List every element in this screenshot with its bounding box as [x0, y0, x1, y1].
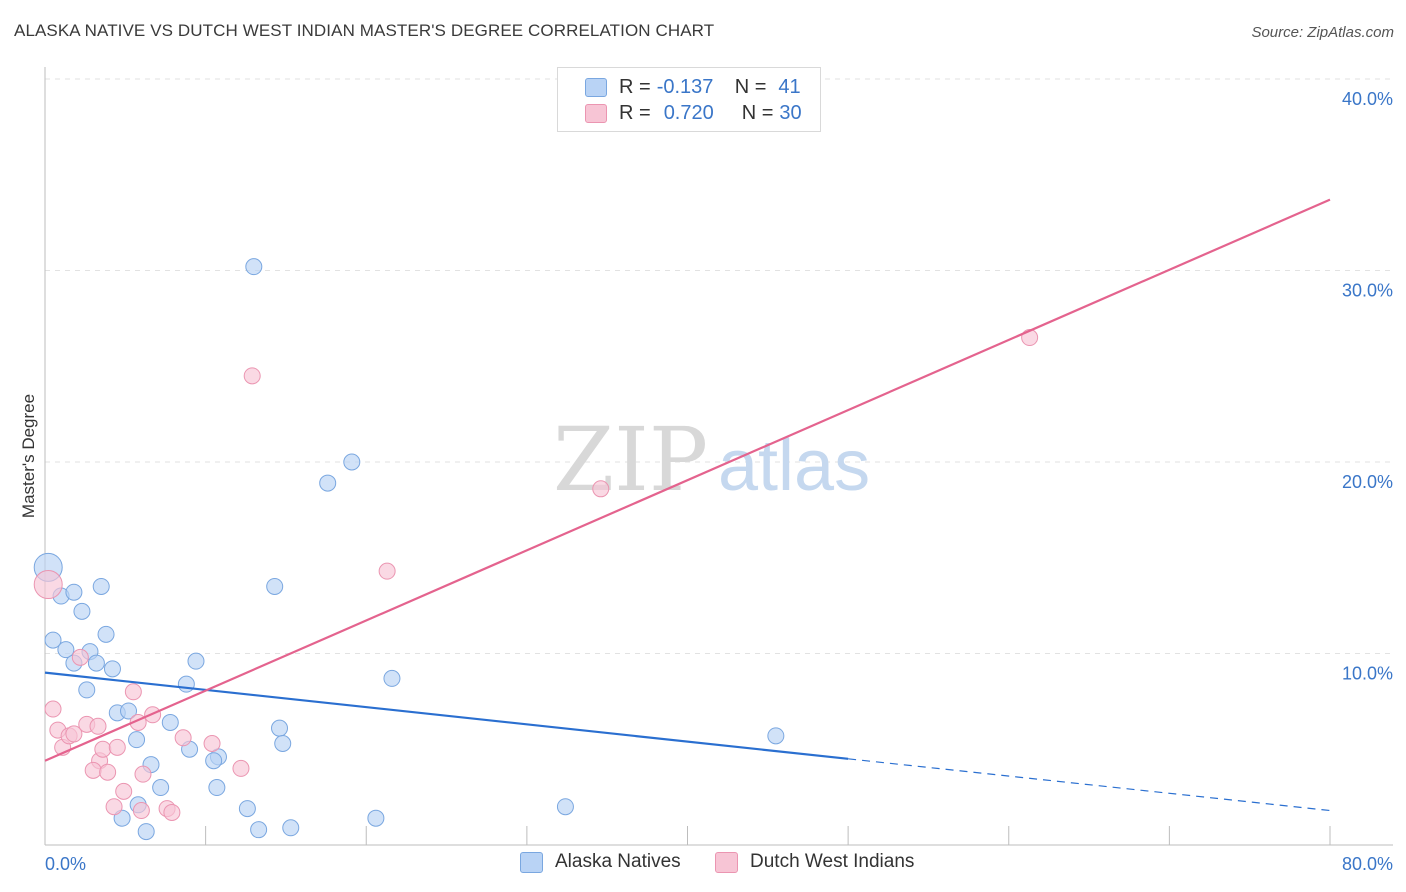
dutch-west-indians-point — [65, 725, 83, 743]
dutch-west-indians-point — [243, 367, 261, 385]
alaska-natives-point — [73, 602, 91, 620]
alaska-natives-point — [266, 577, 284, 595]
alaska-natives-point — [128, 731, 146, 749]
alaska-natives-point — [367, 809, 385, 827]
alaska-natives-point — [78, 681, 96, 699]
legend-n-label: N = — [734, 75, 767, 98]
alaska-natives-point — [250, 821, 268, 839]
legend-r-value: -0.137 — [656, 75, 714, 98]
dutch-west-indians-point — [124, 683, 142, 701]
x-tick-label: 80.0% — [1342, 854, 1393, 874]
alaska-natives-point — [383, 669, 401, 687]
bottom-legend-swatch-blue — [520, 851, 543, 873]
dutch-west-indians-point — [378, 562, 396, 580]
bottom-legend-swatch-pink — [715, 851, 738, 873]
dutch-west-indians-point — [99, 763, 117, 781]
alaska-natives-point — [87, 654, 105, 672]
legend-r-value: 0.720 — [663, 101, 714, 124]
dutch-west-indians-point — [174, 729, 192, 747]
labels-layer: 10.0% 20.0% 30.0% 40.0% 0.0% 80.0% Master's De… — [19, 89, 1393, 874]
dutch-west-indians-point — [71, 648, 89, 666]
dutch-west-indians-point — [108, 738, 126, 756]
bottom-legend-label: Alaska Natives — [555, 851, 681, 872]
legend-n-label: N = — [741, 101, 774, 124]
source-label: Source: ZipAtlas.com — [1251, 24, 1394, 41]
alaska-natives-point — [238, 800, 256, 818]
alaska-natives-point — [177, 675, 195, 693]
legend-r-label: R = — [619, 101, 651, 124]
dutch-west-indians-trendline — [44, 198, 1331, 762]
alaska-natives-point — [113, 809, 131, 827]
alaska-natives-point — [187, 652, 205, 670]
dutch-west-indians-point — [163, 803, 181, 821]
alaska-natives-trendline-extension — [848, 758, 1331, 812]
bottom-legend-dutch-west-indians: Dutch West Indians — [715, 851, 914, 873]
legend-swatch-pink — [585, 103, 607, 123]
trend-layer — [44, 198, 1331, 812]
stats-legend-box: R = -0.137 N = 41 R = 0.720 N = 30 — [557, 67, 821, 132]
alaska-natives-point — [205, 752, 223, 770]
alaska-natives-point — [97, 625, 115, 643]
alaska-natives-point — [161, 713, 179, 731]
dutch-west-indians-point — [203, 735, 221, 753]
alaska-natives-point — [57, 641, 75, 659]
x-tick-label: 0.0% — [45, 854, 86, 874]
legend-n-value: 41 — [778, 75, 801, 98]
dutch-west-indians-point — [94, 740, 112, 758]
alaska-natives-point — [208, 779, 226, 797]
dutch-west-indians-point — [134, 765, 152, 783]
dutch-west-indians-point — [115, 782, 133, 800]
alaska-natives-point — [319, 474, 337, 492]
watermark: ZIP atlas — [553, 408, 870, 511]
watermark-atlas: atlas — [718, 426, 870, 506]
alaska-natives-point — [137, 823, 155, 841]
alaska-natives-point — [92, 577, 110, 595]
y-axis-label: Master's Degree — [19, 394, 38, 518]
chart-title: ALASKA NATIVE VS DUTCH WEST INDIAN MASTE… — [14, 21, 715, 40]
legend-n-value: 30 — [779, 101, 802, 124]
alaska-natives-trendline — [44, 671, 849, 760]
y-tick-label: 40.0% — [1342, 89, 1393, 109]
watermark-zip: ZIP — [553, 408, 708, 511]
dutch-west-indians-point — [105, 798, 123, 816]
alaska-natives-point — [274, 735, 292, 753]
alaska-natives-point — [245, 258, 263, 276]
legend-row-dutch-west-indians: R = 0.720 N = 30 — [558, 101, 802, 125]
dutch-west-indians-point — [232, 759, 250, 777]
dutch-west-indians-point — [89, 717, 107, 735]
alaska-natives-point — [103, 660, 121, 678]
alaska-natives-point — [120, 702, 138, 720]
alaska-natives-point — [282, 819, 300, 837]
dutch-west-indians-point — [84, 761, 102, 779]
alaska-natives-point — [271, 719, 289, 737]
alaska-natives-point — [65, 583, 83, 601]
axes-layer — [44, 67, 1393, 846]
dutch-west-indians-point — [44, 700, 62, 718]
grid-layer — [45, 78, 1393, 654]
alaska-natives-point — [44, 631, 62, 649]
alaska-natives-point — [767, 727, 785, 745]
points-layer — [33, 258, 1039, 841]
y-tick-label: 10.0% — [1342, 664, 1393, 684]
alaska-natives-point — [152, 779, 170, 797]
dutch-west-indians-point — [33, 570, 63, 600]
y-tick-label: 20.0% — [1342, 472, 1393, 492]
dutch-west-indians-point — [592, 480, 610, 498]
bottom-legend-alaska-natives: Alaska Natives — [520, 851, 681, 873]
dutch-west-indians-point — [132, 802, 150, 820]
alaska-natives-point — [556, 798, 574, 816]
legend-swatch-blue — [585, 77, 607, 97]
legend-row-alaska-natives: R = -0.137 N = 41 — [558, 75, 801, 99]
y-tick-label: 30.0% — [1342, 281, 1393, 301]
legend-r-label: R = — [619, 75, 651, 98]
bottom-legend-label: Dutch West Indians — [750, 851, 915, 872]
alaska-natives-point — [343, 453, 361, 471]
